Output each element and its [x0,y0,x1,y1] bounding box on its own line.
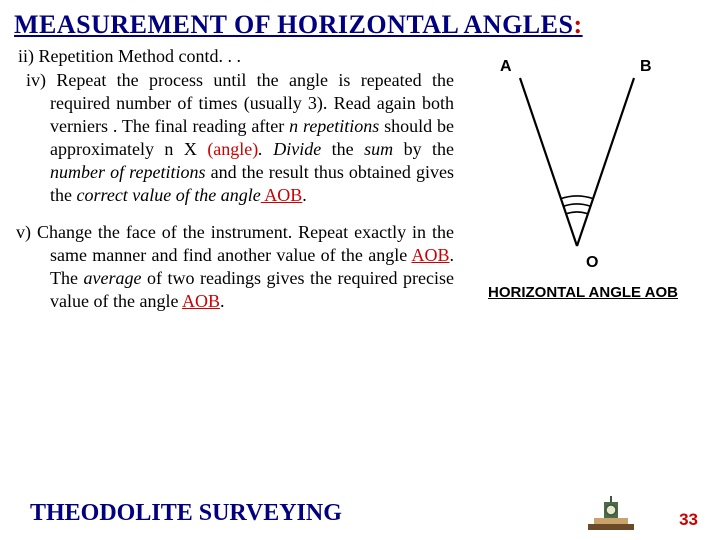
paragraph-v: v) Change the face of the instrument. Re… [14,221,454,313]
iv-t6: the [321,139,364,159]
figure-column: A B O HORIZONTAL ANGLE AOB [454,46,704,327]
angle-svg [462,50,692,280]
iv-divide: . Divide [258,139,321,159]
iv-t8: by the [393,139,454,159]
angle-diagram: A B O [462,50,692,280]
label-b: B [640,58,652,76]
iv-t13: . [302,185,307,205]
label-a: A [500,58,512,76]
v-aob1: AOB [411,245,449,265]
iv-correct: correct value of the angle [77,185,261,205]
iv-n-rep: n repetitions [289,116,379,136]
v-aob2: AOB [182,291,220,311]
v-t4: . [220,291,225,311]
page-title: MEASUREMENT OF HORIZONTAL ANGLES: [0,0,720,40]
v-t1: Change the face of the instrument. Repea… [37,222,454,265]
iv-numrep: number of repetitions [50,162,206,182]
footer-title: THEODOLITE SURVEYING [0,500,588,527]
footer: THEODOLITE SURVEYING 33 [0,486,720,540]
page-number: 33 [679,510,698,530]
text-column: ii) Repetition Method contd. . . iv) Rep… [14,46,454,327]
theodolite-icon [588,496,634,530]
marker-iv: iv) [26,70,56,90]
label-o: O [586,254,598,272]
diagram-caption: HORIZONTAL ANGLE AOB [462,284,704,301]
paragraph-iv: iv) Repeat the process until the angle i… [14,69,454,207]
title-colon: : [573,10,582,39]
marker-v: v) [16,222,37,242]
title-text: MEASUREMENT OF HORIZONTAL ANGLES [14,10,573,39]
iv-sum: sum [364,139,393,159]
iv-angle: (angle) [207,139,258,159]
iv-aob: AOB [261,185,303,205]
subheading-ii: ii) Repetition Method contd. . . [14,46,454,67]
v-avg: average [84,268,142,288]
content-area: ii) Repetition Method contd. . . iv) Rep… [0,40,720,327]
